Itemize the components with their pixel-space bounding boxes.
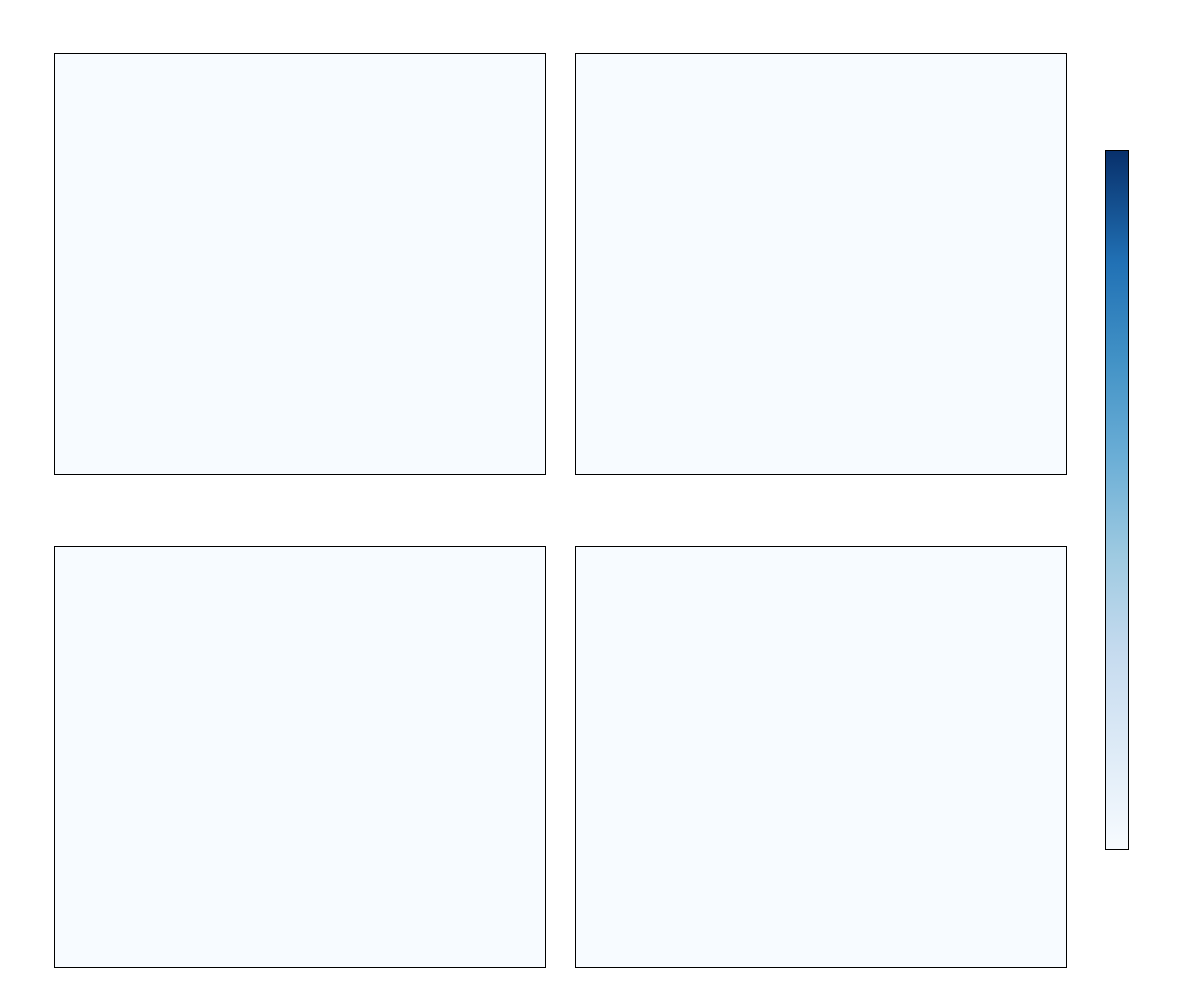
precip-map-2 bbox=[576, 54, 1066, 474]
precip-map-1 bbox=[55, 54, 545, 474]
precip-map-3 bbox=[55, 547, 545, 967]
map-panel-1 bbox=[54, 53, 546, 475]
colorbar bbox=[1105, 150, 1129, 850]
map-panel-2 bbox=[575, 53, 1067, 475]
map-panel-4 bbox=[575, 546, 1067, 968]
precip-map-4 bbox=[576, 547, 1066, 967]
map-panel-3 bbox=[54, 546, 546, 968]
